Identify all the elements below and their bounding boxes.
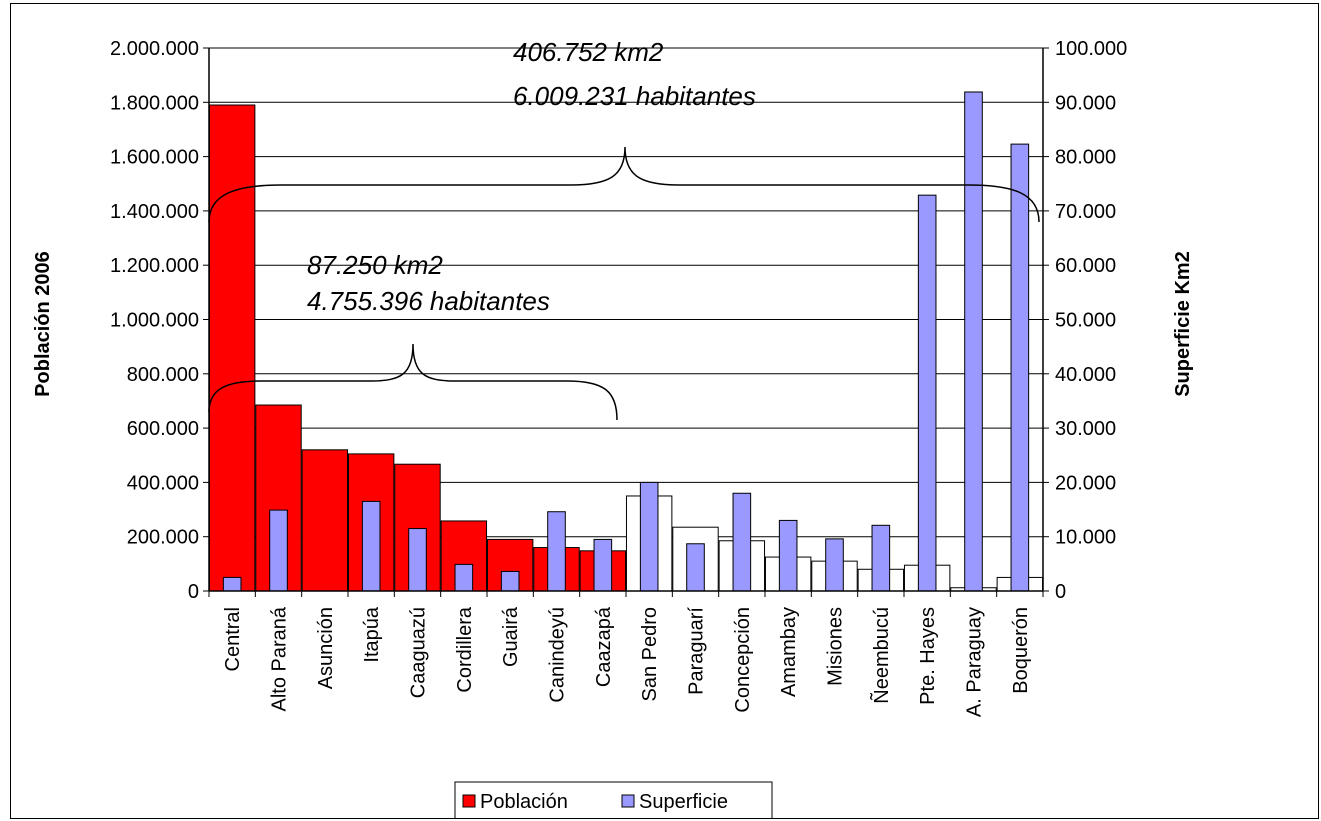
poblacion-bars	[208, 104, 1044, 592]
y-tick-label: 200.000	[127, 527, 199, 549]
y-tick-label: 1.000.000	[110, 310, 199, 332]
category-label: Caazapá	[593, 606, 615, 687]
annotation-total-population: 6.009.231 habitantes	[513, 81, 756, 111]
annotation-total-area: 406.752 km2	[513, 37, 664, 67]
y2-tick-label: 90.000	[1055, 92, 1116, 114]
bar-superficie-9	[639, 481, 659, 592]
small-brace	[208, 343, 618, 421]
category-label: San Pedro	[639, 607, 661, 702]
bar-superficie-1	[269, 509, 288, 592]
y2-tick-label: 80.000	[1055, 147, 1116, 169]
legend-label-superficie: Superficie	[639, 791, 728, 813]
bar-superficie-6	[500, 570, 520, 592]
right-axis-title: Superficie Km2	[1172, 251, 1194, 397]
y2-tick-label: 60.000	[1055, 255, 1116, 277]
y2-tick-label: 10.000	[1055, 527, 1116, 549]
bar-superficie-15	[917, 194, 937, 592]
y2-tick-label: 20.000	[1055, 472, 1116, 494]
chart-frame: 0 200.000 400.000 600.000 800.000 1.000.000 1.…	[10, 3, 1319, 819]
category-label: Ñeembucú	[869, 607, 893, 704]
category-label: A. Paraguay	[964, 607, 986, 717]
bar-superficie-12	[778, 519, 798, 592]
bar-superficie-8	[593, 538, 613, 592]
bar-superficie-3	[361, 500, 381, 592]
category-label: Misiones	[825, 607, 847, 686]
y2-tick-label: 70.000	[1055, 201, 1116, 223]
annotation-east-population: 4.755.396 habitantes	[307, 286, 550, 316]
bar-superficie-4	[408, 528, 427, 592]
y-tick-label: 1.200.000	[110, 255, 199, 277]
bar-superficie-14	[871, 524, 891, 592]
category-labels: Central Alto Paraná Asunción Itapúa Caaguazú…	[222, 606, 1032, 717]
bar-superficie-0	[222, 576, 242, 592]
bar-superficie-5	[454, 563, 474, 592]
left-axis-title: Población 2006	[32, 251, 54, 397]
y-tick-label: 2.000.000	[110, 38, 199, 60]
category-label: Asunción	[315, 607, 337, 689]
legend-label-poblacion: Población	[480, 791, 568, 813]
category-label: Itapúa	[361, 606, 383, 662]
legend: Población Superficie	[454, 781, 773, 818]
bar-superficie-10	[686, 543, 705, 592]
large-brace	[208, 146, 1040, 223]
y-tick-label: 400.000	[127, 472, 199, 494]
y2-tick-label: 100.000	[1055, 38, 1127, 60]
y2-tick-label: 30.000	[1055, 418, 1116, 440]
category-label: Cordillera	[454, 606, 476, 692]
right-axis-ticks: 0 10.000 20.000 30.000 40.000 50.000 60.000 70.…	[1043, 38, 1127, 603]
bar-superficie-17	[1010, 143, 1030, 592]
chart-svg: 0 200.000 400.000 600.000 800.000 1.000.000 1.…	[32, 37, 1194, 818]
bar-superficie-11	[732, 492, 752, 592]
legend-swatch-poblacion	[462, 794, 476, 808]
y-tick-label: 600.000	[127, 418, 199, 440]
category-label: Alto Paraná	[269, 606, 291, 711]
category-label: Caaguazú	[408, 607, 430, 698]
category-label: Pte. Hayes	[917, 607, 939, 705]
legend-box	[454, 781, 773, 818]
category-label: Concepción	[732, 607, 754, 713]
category-label: Paraguarí	[686, 607, 708, 695]
y2-tick-label: 0	[1055, 581, 1066, 603]
left-axis-ticks: 0 200.000 400.000 600.000 800.000 1.000.000 1.…	[110, 38, 209, 603]
y-tick-label: 1.400.000	[110, 201, 199, 223]
superficie-bars	[222, 91, 1030, 592]
y-tick-label: 800.000	[127, 364, 199, 386]
category-label: Boquerón	[1010, 607, 1032, 694]
y-tick-label: 0	[188, 581, 199, 603]
category-label: Amambay	[778, 607, 800, 697]
category-label: Canindeyú	[547, 607, 569, 703]
y2-tick-label: 40.000	[1055, 364, 1116, 386]
bar-superficie-13	[825, 538, 844, 592]
bar-superficie-16	[964, 91, 983, 592]
y2-tick-label: 50.000	[1055, 310, 1116, 332]
bar-poblacion-0	[208, 104, 256, 592]
legend-swatch-superficie	[621, 794, 635, 808]
category-label: Central	[222, 607, 244, 671]
bar-poblacion-2	[301, 449, 349, 592]
category-label: Guairá	[500, 606, 522, 667]
annotation-east-area: 87.250 km2	[307, 250, 443, 280]
y-tick-label: 1.600.000	[110, 147, 199, 169]
bar-superficie-7	[547, 511, 566, 592]
y-tick-label: 1.800.000	[110, 92, 199, 114]
